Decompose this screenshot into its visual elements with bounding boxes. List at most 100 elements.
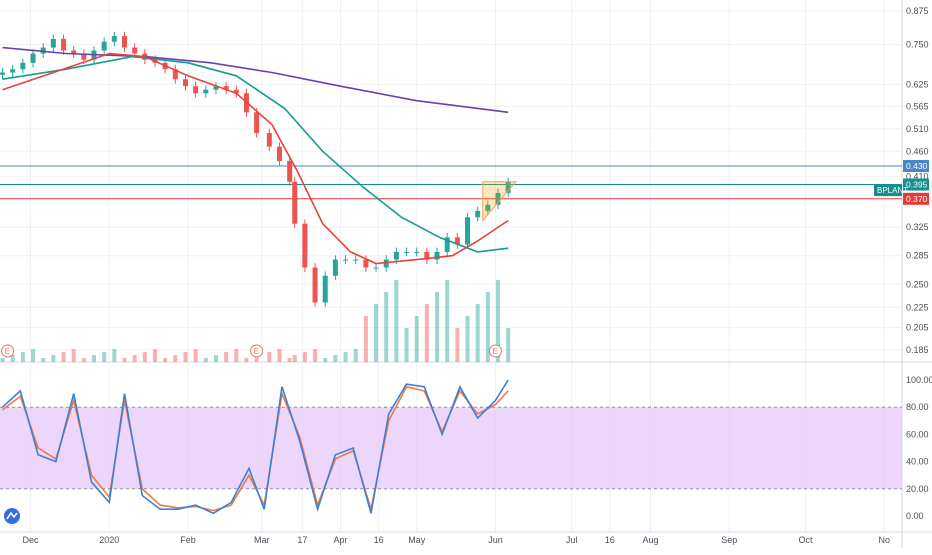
osc-tick-label: 80.00 [906, 402, 929, 412]
volume-bar [374, 304, 379, 362]
candle-body[interactable] [71, 50, 77, 54]
osc-tick-label: 20.00 [906, 484, 929, 494]
candle-body[interactable] [353, 259, 359, 261]
candle-body[interactable] [287, 160, 293, 182]
tradingview-logo-icon[interactable] [4, 508, 20, 524]
volume-bar [193, 349, 198, 362]
candle-body[interactable] [40, 47, 46, 54]
candle-body[interactable] [292, 181, 298, 224]
candle-body[interactable] [101, 41, 107, 51]
candle-body[interactable] [276, 146, 282, 161]
volume-bar [363, 316, 368, 362]
candle-body[interactable] [424, 251, 430, 260]
candle-body[interactable] [414, 251, 420, 253]
price-tick-label: 0.225 [906, 302, 929, 312]
triangle-pattern-drawing[interactable] [482, 181, 517, 222]
price-tag-box [903, 178, 929, 191]
price-tick-label: 0.205 [906, 323, 929, 333]
time-tick-label: Feb [180, 535, 196, 545]
volume-bar [20, 352, 25, 362]
candle-body[interactable] [312, 267, 318, 303]
candle-body[interactable] [434, 251, 440, 260]
volume-bar [10, 355, 15, 362]
price-tick-label: 0.750 [906, 40, 929, 50]
price-tag-label: 0.430 [906, 161, 928, 171]
candle-body[interactable] [111, 36, 117, 42]
candle-body[interactable] [254, 112, 260, 134]
volume-bar [203, 358, 208, 362]
volume-bar [102, 352, 107, 362]
candle-body[interactable] [61, 38, 67, 51]
candle-body[interactable] [444, 237, 450, 252]
volume-bar [384, 292, 389, 362]
candle-body[interactable] [302, 223, 308, 268]
time-tick-label: Sep [721, 535, 737, 545]
symbol-tag-box[interactable] [874, 184, 902, 197]
candle-body[interactable] [373, 267, 379, 269]
volume-bar [485, 292, 490, 362]
price-tick-label: 0.285 [906, 251, 929, 261]
volume-bar [496, 280, 501, 362]
time-tick-label: Apr [333, 535, 347, 545]
candle-body[interactable] [213, 86, 219, 90]
price-tag-label: 0.395 [906, 180, 928, 190]
candle-body[interactable] [172, 69, 178, 80]
candle-body[interactable] [20, 62, 26, 70]
price-tag-label: 0.370 [906, 194, 928, 204]
candle-body[interactable] [0, 72, 6, 75]
candle-body[interactable] [81, 53, 87, 60]
earnings-event-marker[interactable] [488, 344, 502, 358]
price-tag-box [903, 192, 929, 205]
volume-bar [277, 349, 282, 362]
candle-body[interactable] [383, 259, 389, 268]
candle-body[interactable] [505, 181, 511, 193]
candle-body[interactable] [363, 259, 369, 268]
candle-body[interactable] [266, 133, 272, 147]
volume-bar [234, 349, 239, 362]
volume-bar [455, 328, 460, 362]
candle-body[interactable] [50, 38, 56, 48]
volume-bar [302, 352, 307, 362]
ema-mid-line [2, 55, 509, 253]
candle-body[interactable] [132, 47, 138, 54]
time-tick-label: 16 [605, 535, 615, 545]
time-tick-label: Mar [254, 535, 270, 545]
volume-bar [244, 358, 249, 362]
volume-bar [213, 355, 218, 362]
candle-body[interactable] [10, 69, 16, 73]
candle-body[interactable] [223, 86, 229, 90]
candle-body[interactable] [322, 275, 328, 303]
earnings-event-label: E [254, 347, 259, 356]
candle-body[interactable] [454, 237, 460, 245]
candle-body[interactable] [495, 192, 501, 205]
price-tick-label: 0.625 [906, 79, 929, 89]
volume-bar [163, 358, 168, 362]
candle-body[interactable] [122, 36, 128, 48]
time-tick-label: Jun [488, 535, 503, 545]
time-tick-label: 16 [374, 535, 384, 545]
volume-bar [224, 352, 229, 362]
time-tick-label: Dec [22, 535, 39, 545]
volume-bar [81, 358, 86, 362]
earnings-event-marker[interactable] [1, 344, 15, 358]
candle-body[interactable] [203, 89, 209, 94]
volume-bar [435, 292, 440, 362]
candle-body[interactable] [193, 86, 199, 94]
candle-body[interactable] [343, 259, 349, 261]
candle-body[interactable] [393, 251, 399, 260]
earnings-event-label: E [492, 347, 497, 356]
osc-tick-label: 100.00 [906, 375, 932, 385]
earnings-event-marker[interactable] [250, 344, 264, 358]
candle-body[interactable] [485, 204, 491, 211]
candle-body[interactable] [332, 259, 338, 276]
candle-body[interactable] [182, 79, 188, 87]
candle-body[interactable] [233, 89, 239, 94]
candle-body[interactable] [404, 251, 410, 253]
time-tick-label: Aug [642, 535, 658, 545]
candle-body[interactable] [30, 53, 36, 63]
candle-body[interactable] [475, 210, 481, 218]
candle-body[interactable] [465, 217, 471, 245]
logo-glyph [6, 511, 18, 520]
